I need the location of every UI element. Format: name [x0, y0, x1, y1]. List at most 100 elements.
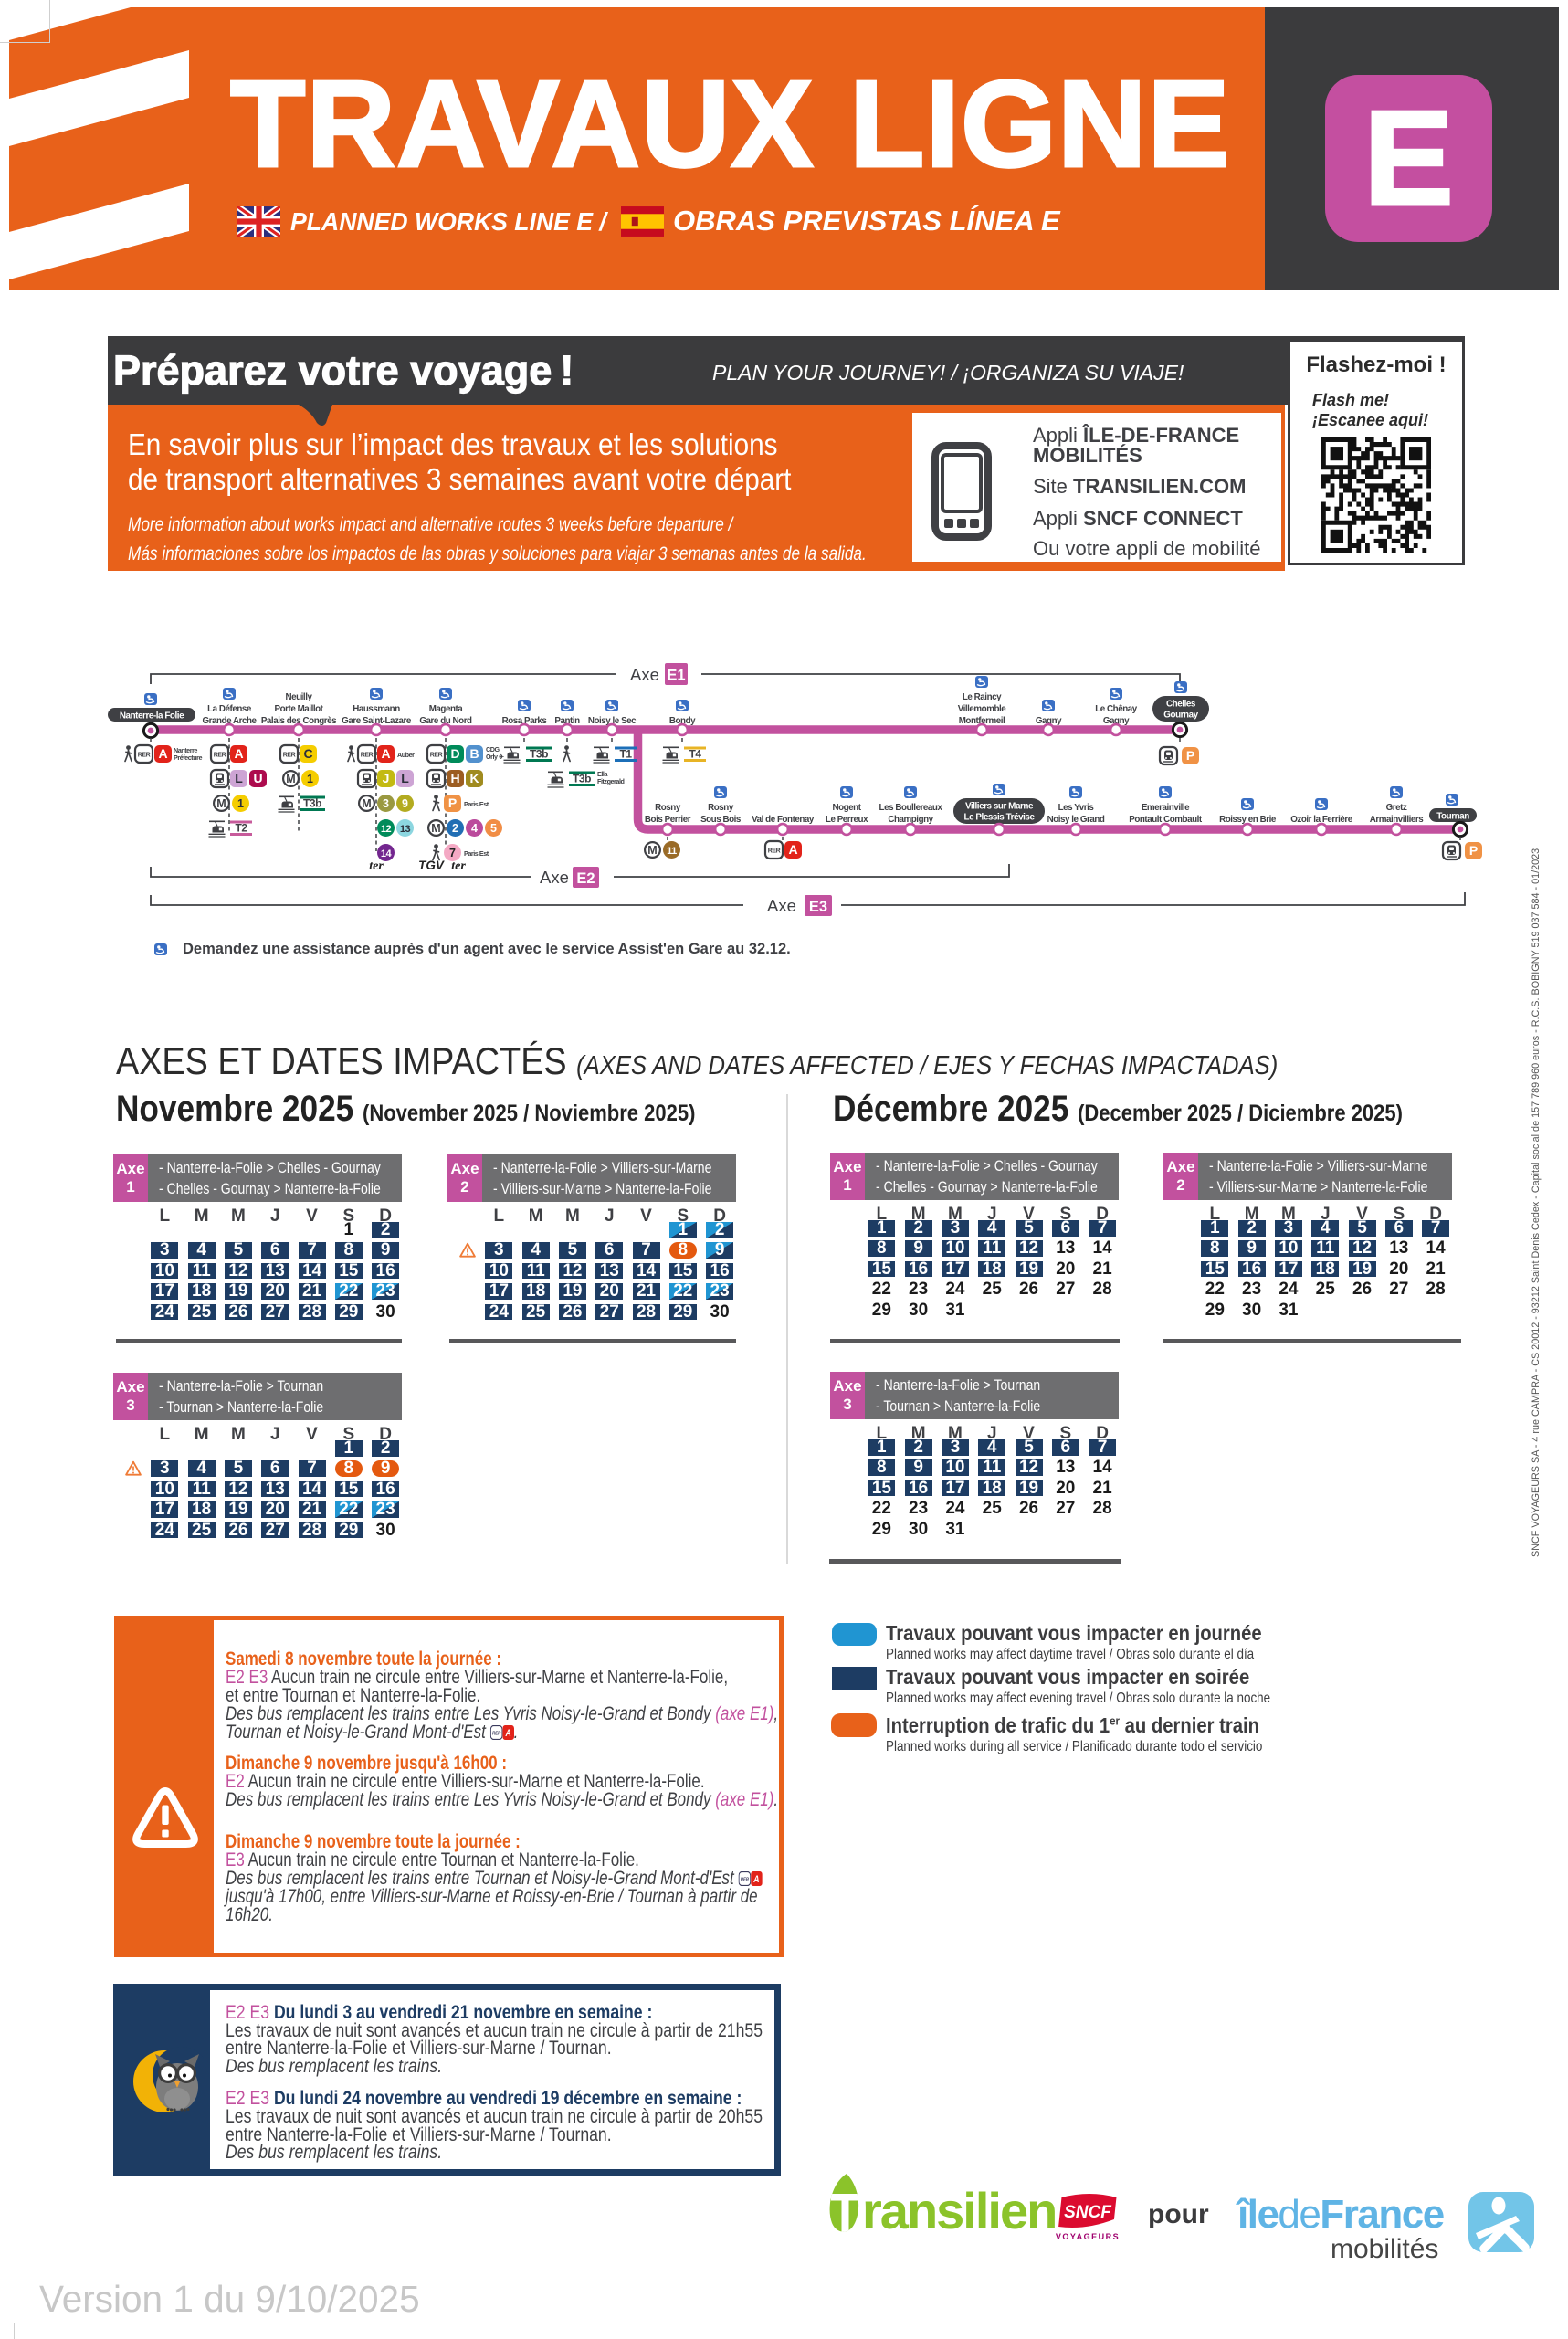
- svg-text:TGV: TGV: [418, 859, 445, 872]
- svg-text:Nogent: Nogent: [832, 803, 861, 813]
- svg-text:Champigny: Champigny: [888, 815, 933, 825]
- svg-text:L: L: [401, 771, 409, 785]
- svg-text:Neuilly: Neuilly: [286, 692, 313, 702]
- svg-text:RER: RER: [214, 752, 226, 758]
- svg-text:RER: RER: [361, 752, 374, 758]
- svg-text:T3b: T3b: [303, 796, 321, 809]
- svg-text:Gournay: Gournay: [1163, 710, 1198, 720]
- svg-text:Porte Maillot: Porte Maillot: [275, 704, 324, 714]
- svg-text:ter: ter: [369, 859, 384, 873]
- svg-text:Pontault Combault: Pontault Combault: [1129, 815, 1203, 825]
- svg-text:A: A: [381, 746, 390, 761]
- svg-text:P: P: [1469, 843, 1478, 858]
- svg-text:Villemomble: Villemomble: [958, 704, 1007, 714]
- svg-text:E3: E3: [809, 899, 827, 915]
- svg-text:Demandez une assistance auprès: Demandez une assistance auprès d'un agen…: [183, 941, 791, 957]
- svg-text:Grande Arche: Grande Arche: [202, 716, 257, 726]
- svg-text:Axe: Axe: [767, 896, 796, 915]
- svg-text:M: M: [216, 797, 226, 810]
- svg-text:E2: E2: [576, 870, 595, 887]
- svg-text:Villiers sur Marne: Villiers sur Marne: [965, 801, 1034, 811]
- svg-text:M: M: [286, 773, 295, 785]
- svg-text:P: P: [448, 795, 457, 810]
- svg-text:Rosny: Rosny: [708, 803, 734, 813]
- svg-text:B: B: [469, 746, 479, 761]
- svg-text:Val de Fontenay: Val de Fontenay: [752, 815, 815, 825]
- svg-text:Emerainville: Emerainville: [1142, 803, 1190, 813]
- svg-text:Noisy le Grand: Noisy le Grand: [1047, 815, 1105, 825]
- svg-text:Haussmann: Haussmann: [353, 704, 400, 714]
- svg-text:CDG: CDG: [486, 745, 500, 753]
- svg-text:U: U: [253, 771, 262, 785]
- svg-text:4: 4: [471, 822, 478, 835]
- svg-text:A: A: [752, 1874, 759, 1885]
- svg-text:13: 13: [400, 824, 411, 835]
- svg-text:L: L: [235, 771, 243, 785]
- svg-text:Le Plessis Trévise: Le Plessis Trévise: [964, 812, 1036, 822]
- svg-text:Sous Bois: Sous Bois: [700, 815, 742, 825]
- svg-text:E1: E1: [667, 668, 685, 684]
- svg-text:Roissy en Brie: Roissy en Brie: [1219, 815, 1277, 825]
- svg-text:P: P: [1186, 748, 1194, 763]
- svg-text:RER: RER: [430, 752, 443, 758]
- svg-text:VOYAGEURS: VOYAGEURS: [1056, 2232, 1120, 2241]
- svg-text:Palais des Congrès: Palais des Congrès: [261, 716, 337, 726]
- svg-text:D: D: [450, 746, 459, 761]
- svg-text:T3b: T3b: [530, 747, 548, 760]
- svg-text:Orly ✈: Orly ✈: [486, 753, 504, 761]
- svg-text:K: K: [469, 771, 479, 785]
- svg-text:Gagny: Gagny: [1036, 716, 1062, 726]
- svg-text:Magenta: Magenta: [429, 704, 464, 714]
- svg-text:A: A: [504, 1728, 510, 1739]
- svg-text:12: 12: [381, 824, 392, 835]
- svg-text:T2: T2: [235, 821, 247, 834]
- svg-text:Pantin: Pantin: [554, 716, 580, 726]
- svg-text:14: 14: [381, 848, 393, 859]
- svg-text:RER: RER: [741, 1877, 750, 1883]
- svg-text:M: M: [431, 822, 440, 835]
- svg-text:Le Chênay: Le Chênay: [1095, 704, 1137, 714]
- svg-text:Bondy: Bondy: [669, 716, 696, 726]
- svg-text:3: 3: [383, 797, 389, 810]
- svg-text:1: 1: [237, 797, 244, 810]
- svg-text:RER: RER: [492, 1731, 501, 1737]
- svg-text:T4: T4: [689, 747, 701, 760]
- svg-text:M: M: [362, 797, 371, 810]
- svg-text:A: A: [234, 746, 243, 761]
- svg-text:Gagny: Gagny: [1103, 716, 1130, 726]
- svg-text:Gare Saint-Lazare: Gare Saint-Lazare: [342, 716, 412, 726]
- svg-text:Rosny: Rosny: [655, 803, 681, 813]
- svg-text:Les Yvris: Les Yvris: [1058, 803, 1095, 813]
- svg-text:SNCF: SNCF: [1064, 2203, 1112, 2222]
- svg-text:T1: T1: [619, 747, 632, 760]
- svg-text:Axe: Axe: [540, 868, 569, 887]
- svg-text:Axe: Axe: [630, 665, 659, 684]
- svg-text:A: A: [158, 746, 167, 761]
- svg-text:2: 2: [452, 822, 458, 835]
- svg-text:Le Raincy: Le Raincy: [963, 692, 1002, 702]
- svg-text:5: 5: [490, 822, 497, 835]
- svg-text:Noisy le Sec: Noisy le Sec: [588, 716, 637, 726]
- svg-text:ransilien: ransilien: [862, 2182, 1056, 2239]
- svg-text:9: 9: [402, 797, 408, 810]
- svg-text:1: 1: [307, 773, 313, 785]
- svg-text:Tournan: Tournan: [1436, 811, 1469, 821]
- svg-text:Les Boullereaux: Les Boullereaux: [879, 803, 943, 813]
- svg-text:H: H: [450, 771, 459, 785]
- svg-text:Rosa Parks: Rosa Parks: [502, 716, 548, 726]
- svg-text:Ella: Ella: [597, 770, 608, 778]
- svg-text:La Défense: La Défense: [207, 704, 252, 714]
- svg-text:Gare du Nord: Gare du Nord: [419, 716, 472, 726]
- svg-text:Gretz: Gretz: [1386, 803, 1407, 813]
- svg-text:A: A: [788, 842, 797, 857]
- svg-text:Le Perreux: Le Perreux: [826, 815, 868, 825]
- svg-text:Fitzgerald: Fitzgerald: [597, 777, 625, 785]
- svg-text:Auber: Auber: [397, 751, 415, 759]
- svg-text:M: M: [647, 844, 657, 857]
- svg-text:Bois Perrier: Bois Perrier: [645, 815, 691, 825]
- svg-text:Paris Est: Paris Est: [464, 800, 489, 808]
- svg-text:Nanterre: Nanterre: [174, 746, 197, 754]
- svg-text:Nanterre-la Folie: Nanterre-la Folie: [120, 711, 184, 721]
- svg-text:11: 11: [667, 846, 677, 857]
- svg-text:Ozoir la Ferrière: Ozoir la Ferrière: [1290, 815, 1352, 825]
